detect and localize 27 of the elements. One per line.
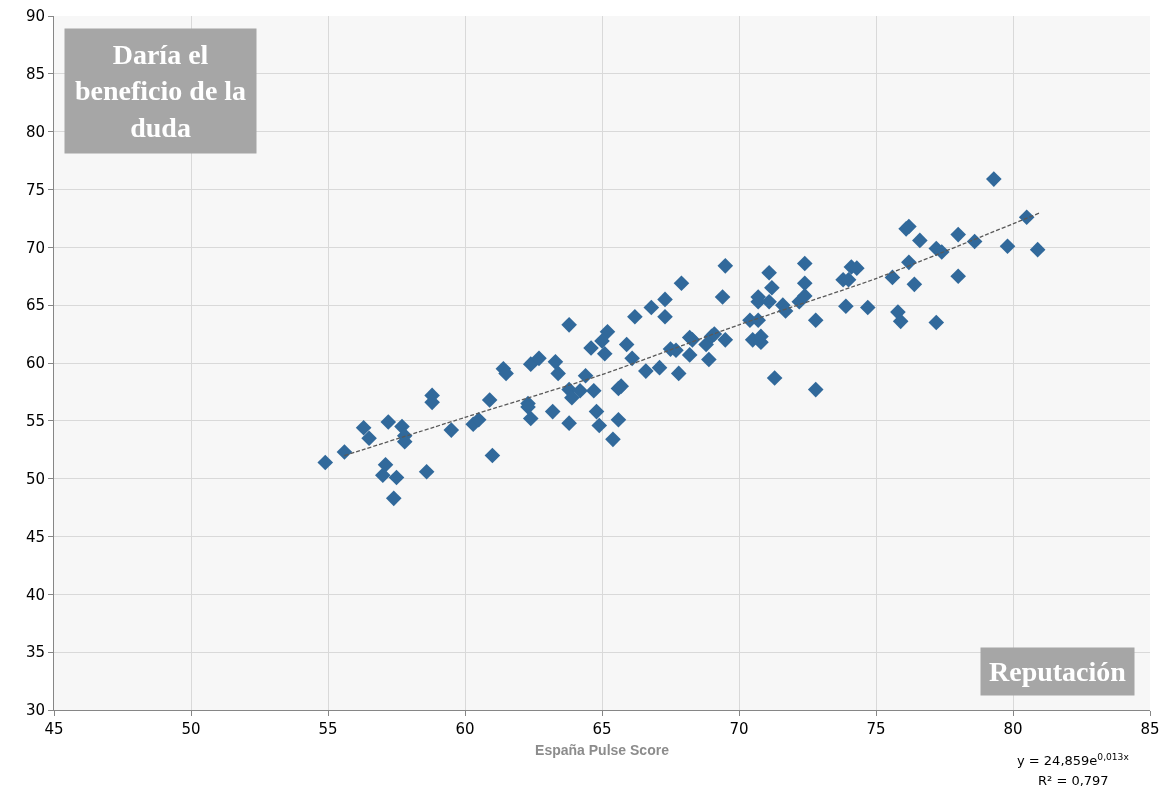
x-tick-label: 70	[729, 720, 749, 738]
x-tick-label: 45	[44, 720, 64, 738]
y-tick-label: 45	[25, 527, 45, 546]
y-tick-label: 40	[25, 585, 45, 604]
y-tick-label: 50	[25, 469, 45, 488]
y-axis-title: Daría el beneficio de la duda	[75, 39, 247, 143]
x-tick-label: 60	[455, 720, 475, 738]
x-tick-label: 75	[866, 720, 886, 738]
annotation: Reputación	[989, 656, 1127, 687]
x-tick-label: 65	[592, 720, 612, 738]
x-axis-title: España Pulse Score	[535, 742, 670, 759]
y-tick-label: 60	[25, 354, 45, 373]
x-tick-label: 80	[1003, 720, 1023, 738]
y-tick-label: 55	[25, 412, 45, 431]
y-tick-label: 85	[25, 65, 45, 84]
text: R² = 0,797	[1038, 773, 1109, 788]
x-tick-label: 85	[1140, 720, 1160, 738]
x-tick-label: 50	[181, 720, 201, 738]
y-tick-label: 90	[25, 7, 45, 26]
text: y = 24,859e$^{0,013x}$	[1017, 752, 1130, 769]
x-tick-label: 55	[318, 720, 338, 738]
y-tick-label: 75	[25, 180, 45, 199]
y-tick-label: 35	[25, 643, 45, 662]
y-tick-label: 80	[25, 122, 45, 141]
y-tick-label: 70	[25, 238, 45, 257]
y-tick-label: 65	[25, 296, 45, 315]
y-tick-label: 30	[25, 701, 45, 720]
